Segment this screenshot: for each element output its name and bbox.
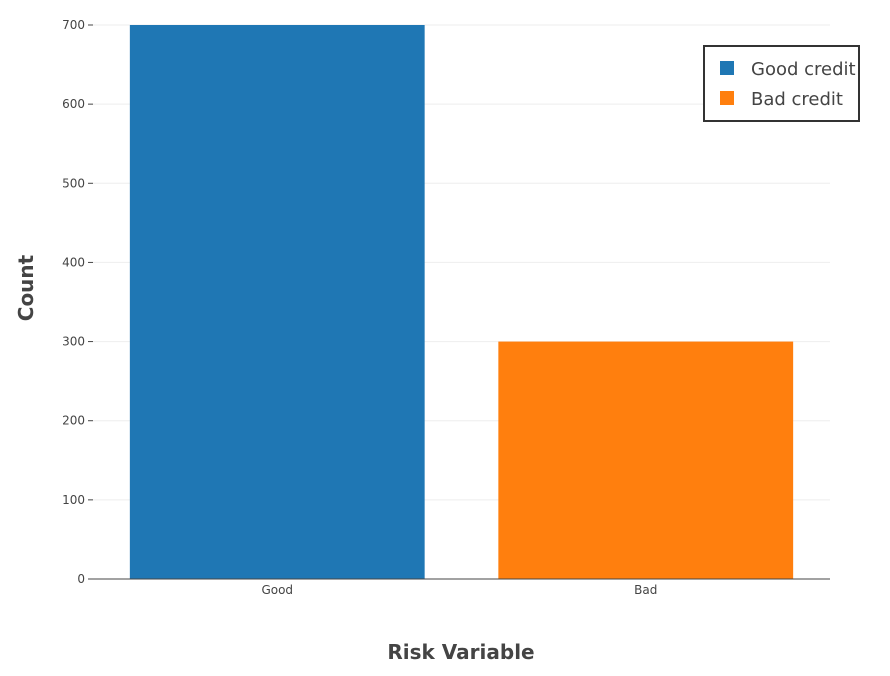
y-tick-label: 200 bbox=[62, 414, 85, 428]
x-axis-title: Risk Variable bbox=[387, 640, 534, 664]
legend-label-good-credit: Good credit bbox=[751, 59, 856, 80]
legend-swatch-bad-credit bbox=[720, 91, 734, 105]
y-tick-label: 0 bbox=[77, 572, 85, 586]
y-axis-ticks: 0 100 200 300 400 500 600 700 bbox=[62, 18, 93, 586]
legend[interactable]: Good credit Bad credit bbox=[703, 45, 860, 122]
legend-box bbox=[703, 45, 860, 122]
x-axis-ticks: Good Bad bbox=[261, 583, 657, 597]
bar-good[interactable] bbox=[129, 25, 425, 579]
bar-bad[interactable] bbox=[498, 341, 794, 579]
x-tick-label: Bad bbox=[634, 583, 657, 597]
y-tick-label: 100 bbox=[62, 493, 85, 507]
y-tick-label: 400 bbox=[62, 255, 85, 269]
legend-label-bad-credit: Bad credit bbox=[751, 89, 843, 110]
y-tick-label: 300 bbox=[62, 335, 85, 349]
legend-swatch-good-credit bbox=[720, 61, 734, 75]
y-tick-label: 600 bbox=[62, 97, 85, 111]
y-tick-label: 500 bbox=[62, 176, 85, 190]
y-tick-label: 700 bbox=[62, 18, 85, 32]
bars bbox=[129, 25, 794, 579]
y-axis-title: Count bbox=[14, 254, 38, 321]
x-tick-label: Good bbox=[261, 583, 293, 597]
